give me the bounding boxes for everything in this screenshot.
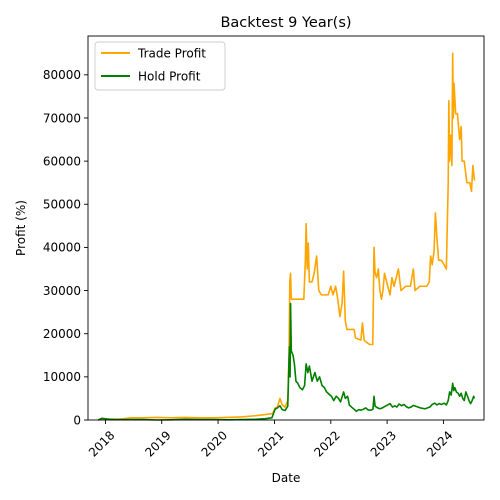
- series-line-hold-profit: [97, 302, 476, 421]
- y-tick-label: 20000: [43, 327, 81, 341]
- chart-title: Backtest 9 Year(s): [220, 15, 351, 31]
- y-tick-label: 80000: [43, 68, 81, 82]
- plot-frame: [87, 35, 485, 421]
- y-tick-label: 10000: [43, 370, 81, 384]
- chart-legend: Trade Profit Hold Profit: [94, 41, 226, 91]
- y-tick-label: 0: [73, 413, 81, 427]
- y-axis-label: Profit (%): [14, 200, 28, 256]
- series-line-trade-profit: [97, 52, 476, 421]
- y-tick-label: 30000: [43, 284, 81, 298]
- y-tick-label: 50000: [43, 198, 81, 212]
- legend-label-hold-profit: Hold Profit: [138, 70, 201, 84]
- plot-lines: [97, 52, 476, 421]
- x-axis-label: Date: [272, 471, 301, 485]
- y-tick-label: 40000: [43, 241, 81, 255]
- y-tick-label: 70000: [43, 111, 81, 125]
- y-axis-ticks: 0 10000 20000 30000 40000 50000 60000 70000 8000…: [43, 68, 88, 427]
- legend-label-trade-profit: Trade Profit: [137, 47, 206, 61]
- y-tick-label: 60000: [43, 154, 81, 168]
